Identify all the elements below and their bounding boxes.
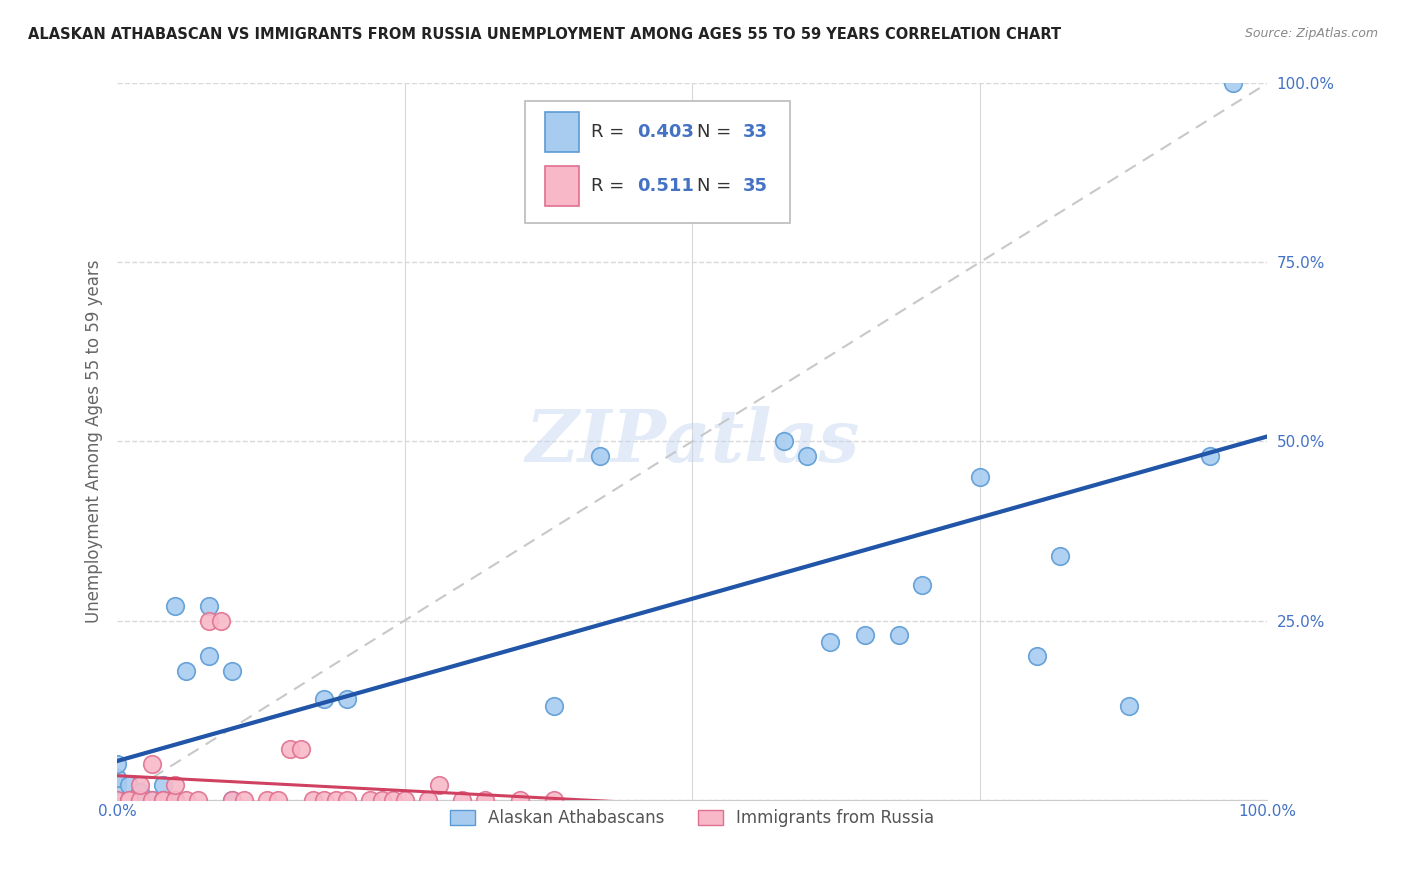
Point <box>336 692 359 706</box>
Point <box>105 778 128 792</box>
Point <box>267 792 290 806</box>
Point <box>198 599 221 614</box>
Text: ALASKAN ATHABASCAN VS IMMIGRANTS FROM RUSSIA UNEMPLOYMENT AMONG AGES 55 TO 59 YE: ALASKAN ATHABASCAN VS IMMIGRANTS FROM RU… <box>28 27 1062 42</box>
Point <box>163 792 186 806</box>
Point <box>187 792 209 806</box>
Point <box>141 792 163 806</box>
FancyBboxPatch shape <box>526 102 790 223</box>
Point <box>105 792 128 806</box>
Point <box>1049 549 1071 563</box>
Point <box>314 692 336 706</box>
Point <box>129 778 152 792</box>
Point <box>163 792 186 806</box>
Point <box>818 635 841 649</box>
Point <box>209 614 232 628</box>
Point <box>174 792 197 806</box>
Text: R =: R = <box>591 123 630 141</box>
Text: 33: 33 <box>742 123 768 141</box>
Point <box>278 742 301 756</box>
Point <box>359 792 381 806</box>
Point <box>1222 77 1244 91</box>
Point <box>118 778 141 792</box>
Text: N =: N = <box>697 123 737 141</box>
Y-axis label: Unemployment Among Ages 55 to 59 years: Unemployment Among Ages 55 to 59 years <box>86 260 103 624</box>
Point <box>543 792 565 806</box>
Point <box>152 778 174 792</box>
Point <box>141 756 163 771</box>
Point <box>118 792 141 806</box>
Point <box>887 628 910 642</box>
Point <box>370 792 392 806</box>
Point <box>118 792 141 806</box>
Point <box>509 792 531 806</box>
Text: ZIPatlas: ZIPatlas <box>524 406 859 477</box>
Point <box>141 792 163 806</box>
Point <box>198 649 221 664</box>
Point <box>105 771 128 785</box>
Point <box>451 792 474 806</box>
Point <box>221 792 243 806</box>
Point <box>1118 699 1140 714</box>
Point <box>969 470 991 484</box>
Text: 0.511: 0.511 <box>637 177 693 194</box>
Point <box>474 792 496 806</box>
Point <box>1026 649 1049 664</box>
Point <box>221 664 243 678</box>
Point <box>221 792 243 806</box>
FancyBboxPatch shape <box>546 112 579 152</box>
Point <box>394 792 416 806</box>
Point <box>543 699 565 714</box>
Point <box>232 792 254 806</box>
Point <box>152 792 174 806</box>
Text: R =: R = <box>591 177 630 194</box>
Point <box>129 785 152 799</box>
Point <box>118 792 141 806</box>
Text: 35: 35 <box>742 177 768 194</box>
Point <box>325 792 347 806</box>
Point <box>198 614 221 628</box>
Legend: Alaskan Athabascans, Immigrants from Russia: Alaskan Athabascans, Immigrants from Rus… <box>443 803 941 834</box>
FancyBboxPatch shape <box>546 166 579 205</box>
Point <box>129 792 152 806</box>
Point <box>301 792 323 806</box>
Point <box>163 599 186 614</box>
Point <box>773 434 796 449</box>
Point <box>382 792 405 806</box>
Point <box>1198 449 1220 463</box>
Point <box>911 577 934 591</box>
Point <box>256 792 278 806</box>
Point <box>314 792 336 806</box>
Point <box>152 792 174 806</box>
Point <box>163 778 186 792</box>
Text: Source: ZipAtlas.com: Source: ZipAtlas.com <box>1244 27 1378 40</box>
Point <box>853 628 876 642</box>
Text: 0.403: 0.403 <box>637 123 693 141</box>
Point <box>416 792 439 806</box>
Point <box>589 449 612 463</box>
Point <box>796 449 818 463</box>
Point <box>427 778 450 792</box>
Point <box>105 756 128 771</box>
Text: N =: N = <box>697 177 737 194</box>
Point <box>129 792 152 806</box>
Point <box>174 664 197 678</box>
Point <box>336 792 359 806</box>
Point <box>152 792 174 806</box>
Point <box>290 742 312 756</box>
